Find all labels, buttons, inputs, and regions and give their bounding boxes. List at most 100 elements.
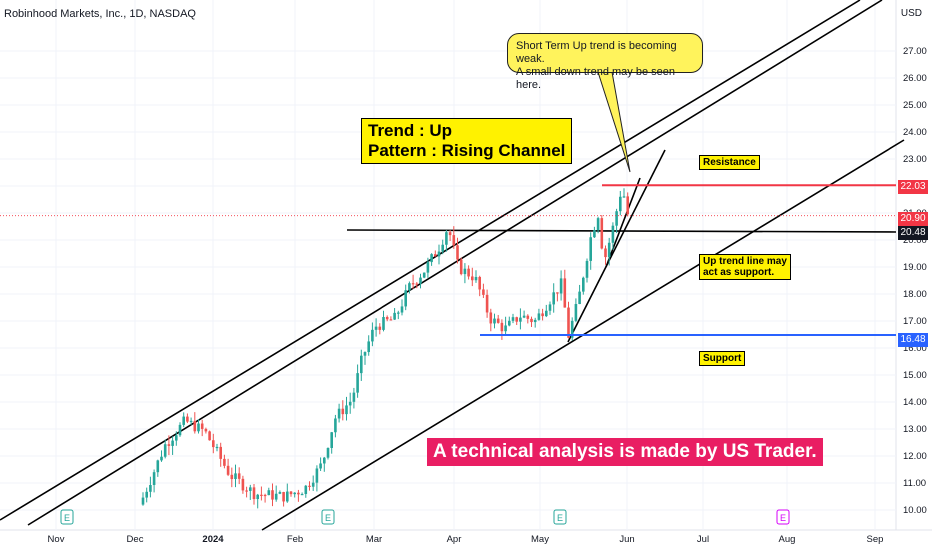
support-price-label: 16.48 [898,333,928,347]
candle-body-66 [385,316,389,320]
candle-body-102 [519,317,522,322]
candle-body-105 [530,318,533,323]
candle-body-61 [367,341,370,353]
candle-body-91 [478,276,481,290]
candlestick-series [141,188,629,509]
resistance-tag: Resistance [699,155,760,170]
price-tick-9: 19.00 [903,262,927,273]
price-tick-17: 27.00 [903,46,927,57]
candle-body-125 [604,248,607,258]
candle-body-130 [622,196,626,198]
candle-body-43 [300,493,304,496]
candle-body-109 [545,310,548,317]
candle-body-48 [319,463,322,469]
candle-body-50 [326,447,330,458]
candle-body-18 [208,431,211,441]
resistance-price-label: 22.03 [898,180,928,194]
candle-body-101 [515,317,518,322]
candle-body-97 [500,322,504,332]
candle-body-26 [237,473,241,479]
candle-body-120 [585,260,589,278]
price-tick-16: 26.00 [903,73,927,84]
candle-body-87 [463,268,467,275]
trend-line-0 [0,0,861,521]
candle-body-24 [230,474,234,480]
trend-line-5 [346,229,897,233]
candle-body-30 [252,487,256,500]
currency-label[interactable]: USD [900,8,922,19]
candle-body-78 [430,254,433,263]
candle-body-85 [456,245,459,260]
time-axis: Nov Dec 2024 Feb Mar Apr May Jun Jul Aug Sep [48,534,884,545]
candle-body-1 [145,491,148,498]
candle-body-127 [611,225,615,243]
candle-body-82 [445,232,448,245]
candle-body-106 [533,319,537,323]
candle-body-28 [245,490,248,492]
price-tick-13: 23.00 [903,154,927,165]
price-tick-0: 10.00 [903,505,927,516]
candle-body-80 [437,251,441,257]
candle-body-36 [274,493,278,500]
time-tick-4: Mar [366,534,382,545]
candle-body-27 [241,478,245,491]
candle-body-98 [504,325,507,332]
candle-body-9 [175,435,178,441]
candle-body-128 [615,211,618,226]
earnings-marker-label-0: E [64,513,70,523]
candle-body-2 [149,485,152,492]
candle-body-16 [200,423,204,429]
time-tick-9: Aug [779,534,796,545]
candle-body-11 [182,416,185,425]
callout-bubble: Short Term Up trend is becoming weak. A … [507,33,703,91]
candle-body-20 [215,446,219,449]
time-tick-2: 2024 [202,534,224,545]
price-tick-3: 13.00 [903,424,927,435]
candle-body-52 [334,418,337,433]
candle-body-31 [256,494,259,500]
candle-body-96 [496,318,500,323]
candle-body-71 [404,290,407,307]
trend-text: Trend : Up [368,121,453,140]
candle-body-117 [574,304,578,321]
candle-body-51 [330,432,333,448]
candle-body-88 [467,268,470,277]
candle-body-122 [593,230,596,238]
price-tick-5: 15.00 [903,370,927,381]
candle-body-17 [204,428,208,432]
candle-body-39 [286,491,289,502]
candle-body-44 [304,485,308,494]
time-tick-7: Jun [619,534,634,545]
candle-body-129 [619,196,622,212]
candle-body-84 [452,235,456,246]
candle-body-32 [260,494,263,496]
candle-body-33 [263,494,267,497]
horizontal-level-label: 20.48 [898,226,928,240]
earnings-marker-0 [60,509,74,525]
candle-body-110 [548,304,552,311]
candle-body-79 [434,254,437,257]
candle-body-64 [378,326,382,330]
candle-body-63 [374,326,378,330]
time-tick-6: May [531,534,549,545]
earnings-marker-3 [776,509,790,525]
candle-body-118 [578,291,581,305]
last-price-label: 20.90 [898,212,928,226]
candle-body-89 [471,276,474,281]
candle-body-67 [389,319,393,321]
candle-body-119 [582,277,585,292]
candle-body-34 [267,490,271,496]
price-tick-2: 12.00 [903,451,927,462]
candle-body-57 [352,392,356,402]
candle-body-62 [371,329,374,342]
candle-body-56 [348,401,352,406]
price-tick-6: 16.00 [903,343,927,354]
candle-body-23 [226,465,230,475]
candle-body-15 [197,423,200,432]
candle-body-104 [526,315,530,319]
candle-body-103 [522,315,526,318]
candle-body-45 [308,485,311,487]
candle-body-58 [356,373,359,393]
